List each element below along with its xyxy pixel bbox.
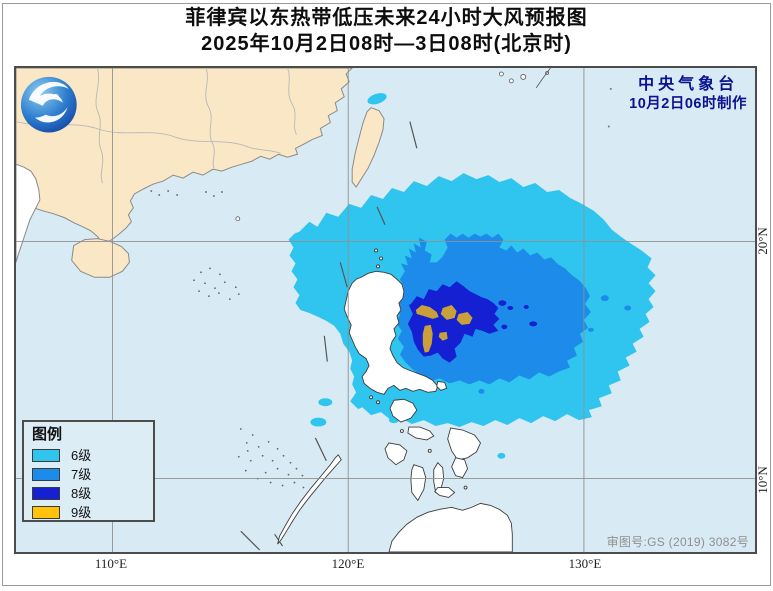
paracel-islands-dots (193, 267, 240, 300)
axis-label-130e: 130°E (568, 556, 602, 571)
legend-swatch-level8 (32, 487, 60, 500)
agency-stamp: 中央气象台 10月2日06时制作 (629, 75, 747, 114)
legend-box: 图例 6级 7级 8级 9级 (22, 420, 155, 522)
forecast-map: 中央气象台 10月2日06时制作 图例 6级 7级 8级 9级 审 (14, 66, 757, 554)
legend-row: 6级 (32, 449, 145, 462)
masbate-island (407, 426, 435, 441)
hainan-island (71, 238, 130, 278)
province-borders (16, 68, 297, 184)
babuyan-islet (376, 264, 380, 269)
taiwan-island (351, 107, 385, 188)
mindanao-island (388, 502, 513, 552)
agency-name: 中央气象台 (638, 76, 739, 93)
legend-title: 图例 (32, 426, 63, 443)
leyte-island (451, 457, 469, 479)
legend-label-level9: 9级 (71, 505, 92, 520)
axis-label-20n: 20°N (755, 227, 770, 255)
legend-row: 9级 (32, 506, 145, 519)
axis-label-120e: 120°E (331, 556, 365, 571)
cma-logo (20, 76, 77, 133)
title-line-1: 菲律宾以东热带低压未来24小时大风预报图 (185, 7, 588, 29)
mainland-china-landmass (16, 68, 353, 245)
legend-swatch-level9 (32, 506, 60, 519)
mindoro-island (389, 398, 418, 423)
pratas-island (235, 216, 241, 222)
gale-area-level9 (415, 305, 473, 353)
coastal-islets (150, 87, 612, 197)
title-line-2: 2025年10月2日08时—3日08时(北京时) (201, 33, 572, 55)
batanes-islet (379, 256, 383, 261)
map-canvas (16, 68, 755, 552)
legend-swatch-level6 (32, 449, 60, 462)
philippine-islands (277, 248, 513, 552)
palawan-island (277, 454, 342, 545)
legend-row: 8级 (32, 487, 145, 500)
batanes-islet (374, 248, 378, 253)
axis-label-10n: 10°N (755, 466, 770, 494)
panay-island (384, 442, 408, 466)
samar-island (447, 427, 482, 461)
legend-row: 7级 (32, 468, 145, 481)
legend-label-level6: 6级 (71, 448, 92, 463)
boundary-dash-segments (240, 121, 418, 551)
axis-label-110e: 110°E (94, 556, 128, 571)
ryukyu-islands (498, 68, 551, 89)
bohol-island (434, 487, 456, 498)
luzon-island (343, 270, 439, 395)
legend-label-level7: 7级 (71, 467, 92, 482)
legend-label-level8: 8级 (71, 486, 92, 501)
negros-island (410, 464, 427, 502)
graticule-lines (16, 68, 755, 552)
page-title: 菲律宾以东热带低压未来24小时大风预报图 2025年10月2日08时—3日08时… (0, 5, 773, 57)
spratly-islands-dots (237, 428, 305, 489)
catanduanes-island (436, 380, 448, 391)
vietnam-landmass (16, 163, 41, 263)
agency-issue-time: 10月2日06时制作 (629, 96, 747, 112)
map-approval-number: 审图号:GS (2019) 3082号 (606, 535, 749, 549)
legend-swatch-level7 (32, 468, 60, 481)
